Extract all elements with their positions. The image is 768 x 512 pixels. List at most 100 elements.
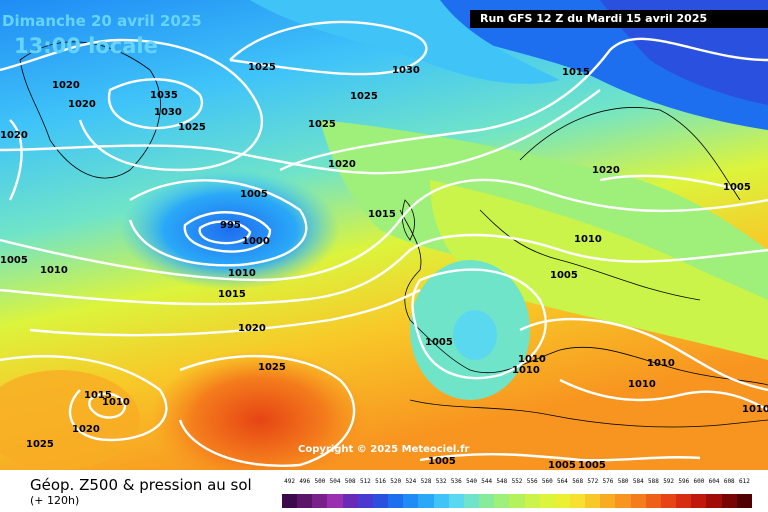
- isobar-label: 1015: [562, 67, 590, 78]
- legend-label: 532: [435, 478, 447, 485]
- isobar-label: 1010: [40, 265, 68, 276]
- legend-swatch: [494, 494, 510, 508]
- legend-label: 564: [557, 478, 568, 485]
- legend-swatch: [418, 494, 434, 508]
- isobar-line: [183, 211, 272, 253]
- legend-label: 544: [481, 478, 493, 485]
- isobar-label: 1020: [72, 424, 100, 435]
- legend-swatch: [327, 494, 343, 508]
- legend-swatch: [282, 494, 298, 508]
- isobar-line: [198, 220, 252, 245]
- legend-swatch: [645, 494, 661, 508]
- southern-europe-band: [430, 180, 768, 360]
- trough-core: [453, 310, 497, 360]
- legend-color-bar: [282, 494, 752, 508]
- isobar-label: 1015: [368, 209, 396, 220]
- legend-labels: 492 496 500 504 508 512 516 520 524 528 532 536 540 5…: [282, 478, 752, 492]
- isobar-line: [0, 38, 263, 172]
- legend-label: 512: [359, 478, 371, 485]
- isobar-line: [0, 89, 601, 175]
- legend-swatch: [297, 494, 313, 508]
- scandinavia-coast: [479, 107, 741, 301]
- legend-swatch: [600, 494, 616, 508]
- forecast-date: Dimanche 20 avril 2025: [2, 12, 202, 30]
- legend-swatch: [372, 494, 389, 508]
- isobar-line: [229, 20, 428, 76]
- legend-label: 520: [390, 478, 402, 485]
- isobar-line: [0, 355, 168, 442]
- isobar-label: 1010: [512, 365, 540, 376]
- isobar-label: 1025: [258, 362, 286, 373]
- legend-label: 612: [738, 478, 750, 485]
- footer: Géop. Z500 & pression au sol (+ 120h) 49…: [0, 470, 768, 512]
- isobar-label: 1010: [647, 358, 675, 369]
- isobar-label: 1005: [723, 182, 751, 193]
- legend-swatch: [509, 494, 525, 508]
- isobar-line: [559, 378, 768, 412]
- legend-swatch: [554, 494, 570, 508]
- isobar-label: 1015: [218, 289, 246, 300]
- isobar-line: [279, 37, 768, 172]
- isobar-line: [419, 453, 701, 462]
- legend-swatch: [721, 494, 737, 508]
- weather-map: 1020 1020 1020 1035 1030 1025 1025 1030 …: [0, 0, 768, 470]
- isobar-label: 1025: [178, 122, 206, 133]
- isobar-label: 1020: [592, 165, 620, 176]
- isobar-line: [128, 179, 308, 267]
- isobar-label: 1005: [548, 460, 576, 470]
- legend-label: 500: [314, 478, 326, 485]
- isobar-label: 1010: [102, 397, 130, 408]
- isobar-line: [519, 317, 768, 392]
- legend-swatch: [388, 494, 404, 508]
- legend-label: 528: [420, 478, 432, 485]
- isobar-line: [599, 174, 741, 192]
- africa-coast: [409, 399, 768, 428]
- southwest-ridge: [0, 370, 140, 470]
- isobar-label: 1010: [574, 234, 602, 245]
- isobar-label: 1000: [242, 236, 270, 247]
- legend-label: 492: [284, 478, 296, 485]
- isobar-label: 1005: [578, 460, 606, 470]
- map-canvas: 1020 1020 1020 1035 1030 1025 1025 1030 …: [0, 0, 768, 470]
- legend-label: 596: [678, 478, 690, 485]
- legend-label: 508: [344, 478, 356, 485]
- isobar-label: 1015: [84, 390, 112, 401]
- legend-label: 580: [617, 478, 629, 485]
- isobar-label: 1025: [248, 62, 276, 73]
- legend-label: 584: [632, 478, 644, 485]
- legend-swatch: [660, 494, 677, 508]
- legend-label: 540: [466, 478, 477, 485]
- isobar-label: 1025: [26, 439, 54, 450]
- isobar-line: [0, 178, 768, 282]
- isobar-labels: 1020 1020 1020 1035 1030 1025 1025 1030 …: [0, 62, 768, 470]
- isobar-label: 1025: [350, 91, 378, 102]
- legend-swatch: [676, 494, 692, 508]
- legend-swatch: [433, 494, 449, 508]
- legend-label: 576: [602, 478, 614, 485]
- isobar-label: 1005: [0, 255, 28, 266]
- legend-swatch: [585, 494, 601, 508]
- legend-swatch: [706, 494, 722, 508]
- isobar-label: 1005: [550, 270, 578, 281]
- legend-label: 608: [723, 478, 735, 485]
- isobar-line: [0, 233, 768, 306]
- isobar-label: 1010: [518, 354, 546, 365]
- isobar-label: 1020: [238, 323, 266, 334]
- forecast-lead-time: (+ 120h): [30, 494, 80, 507]
- isobar-label: 1005: [425, 337, 453, 348]
- isobar-label: 1005: [428, 456, 456, 467]
- isobar-label: 1020: [52, 80, 80, 91]
- subtropical-ridge: [150, 350, 370, 470]
- isobar-line: [107, 78, 204, 130]
- legend-label: 604: [708, 478, 720, 485]
- legend-swatch: [630, 494, 646, 508]
- legend-label: 556: [526, 478, 538, 485]
- isobar-label: 1005: [240, 189, 268, 200]
- legend-label: 572: [587, 478, 599, 485]
- legend-label: 496: [299, 478, 311, 485]
- color-legend: 492 496 500 504 508 512 516 520 524 528 532 536 540 5…: [282, 478, 752, 510]
- legend-label: 592: [663, 478, 675, 485]
- legend-label: 504: [329, 478, 341, 485]
- isobar-line: [178, 354, 356, 467]
